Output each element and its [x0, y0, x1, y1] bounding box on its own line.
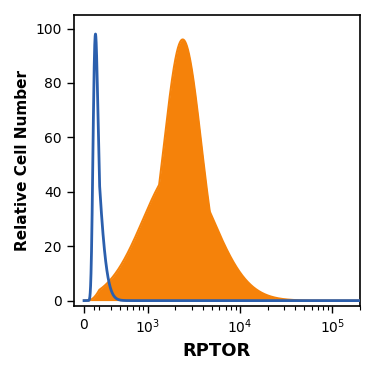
Y-axis label: Relative Cell Number: Relative Cell Number — [15, 70, 30, 251]
X-axis label: RPTOR: RPTOR — [183, 342, 251, 360]
